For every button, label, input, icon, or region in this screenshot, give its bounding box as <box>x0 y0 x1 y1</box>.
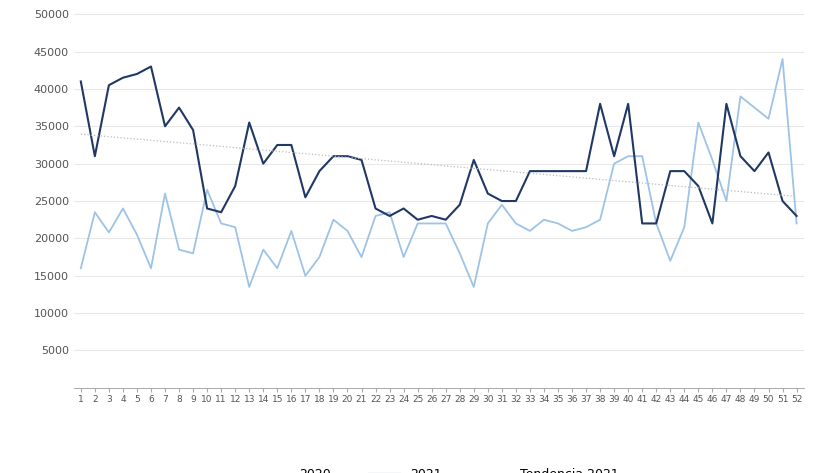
Tendencia 2021 <box>412 161 422 166</box>
2020 <box>524 228 534 234</box>
2020 <box>790 220 800 226</box>
2020 <box>342 228 352 234</box>
2020 <box>76 265 86 271</box>
2021 <box>76 79 86 84</box>
2021 <box>790 213 800 219</box>
Line: 2021: 2021 <box>81 67 795 223</box>
Line: Tendencia 2021: Tendencia 2021 <box>81 134 795 196</box>
Tendencia 2021 <box>132 136 142 142</box>
2020 <box>426 220 436 226</box>
Tendencia 2021 <box>328 153 338 159</box>
2021 <box>146 64 156 70</box>
Tendencia 2021 <box>735 189 744 194</box>
2021 <box>524 168 534 174</box>
Tendencia 2021 <box>510 169 520 175</box>
2021 <box>552 168 562 174</box>
Legend: 2020, 2021, Tendencia 2021: 2020, 2021, Tendencia 2021 <box>253 463 623 473</box>
2020 <box>132 232 142 237</box>
2020 <box>244 284 254 290</box>
Tendencia 2021 <box>790 193 800 199</box>
2021 <box>426 213 436 219</box>
2021 <box>636 220 646 226</box>
2021 <box>342 153 352 159</box>
2021 <box>468 157 478 163</box>
2020 <box>776 56 786 62</box>
Tendencia 2021 <box>76 131 86 137</box>
2020 <box>552 220 562 226</box>
2021 <box>132 71 142 77</box>
Line: 2020: 2020 <box>81 59 795 287</box>
2020 <box>468 284 478 290</box>
Tendencia 2021 <box>538 172 548 177</box>
